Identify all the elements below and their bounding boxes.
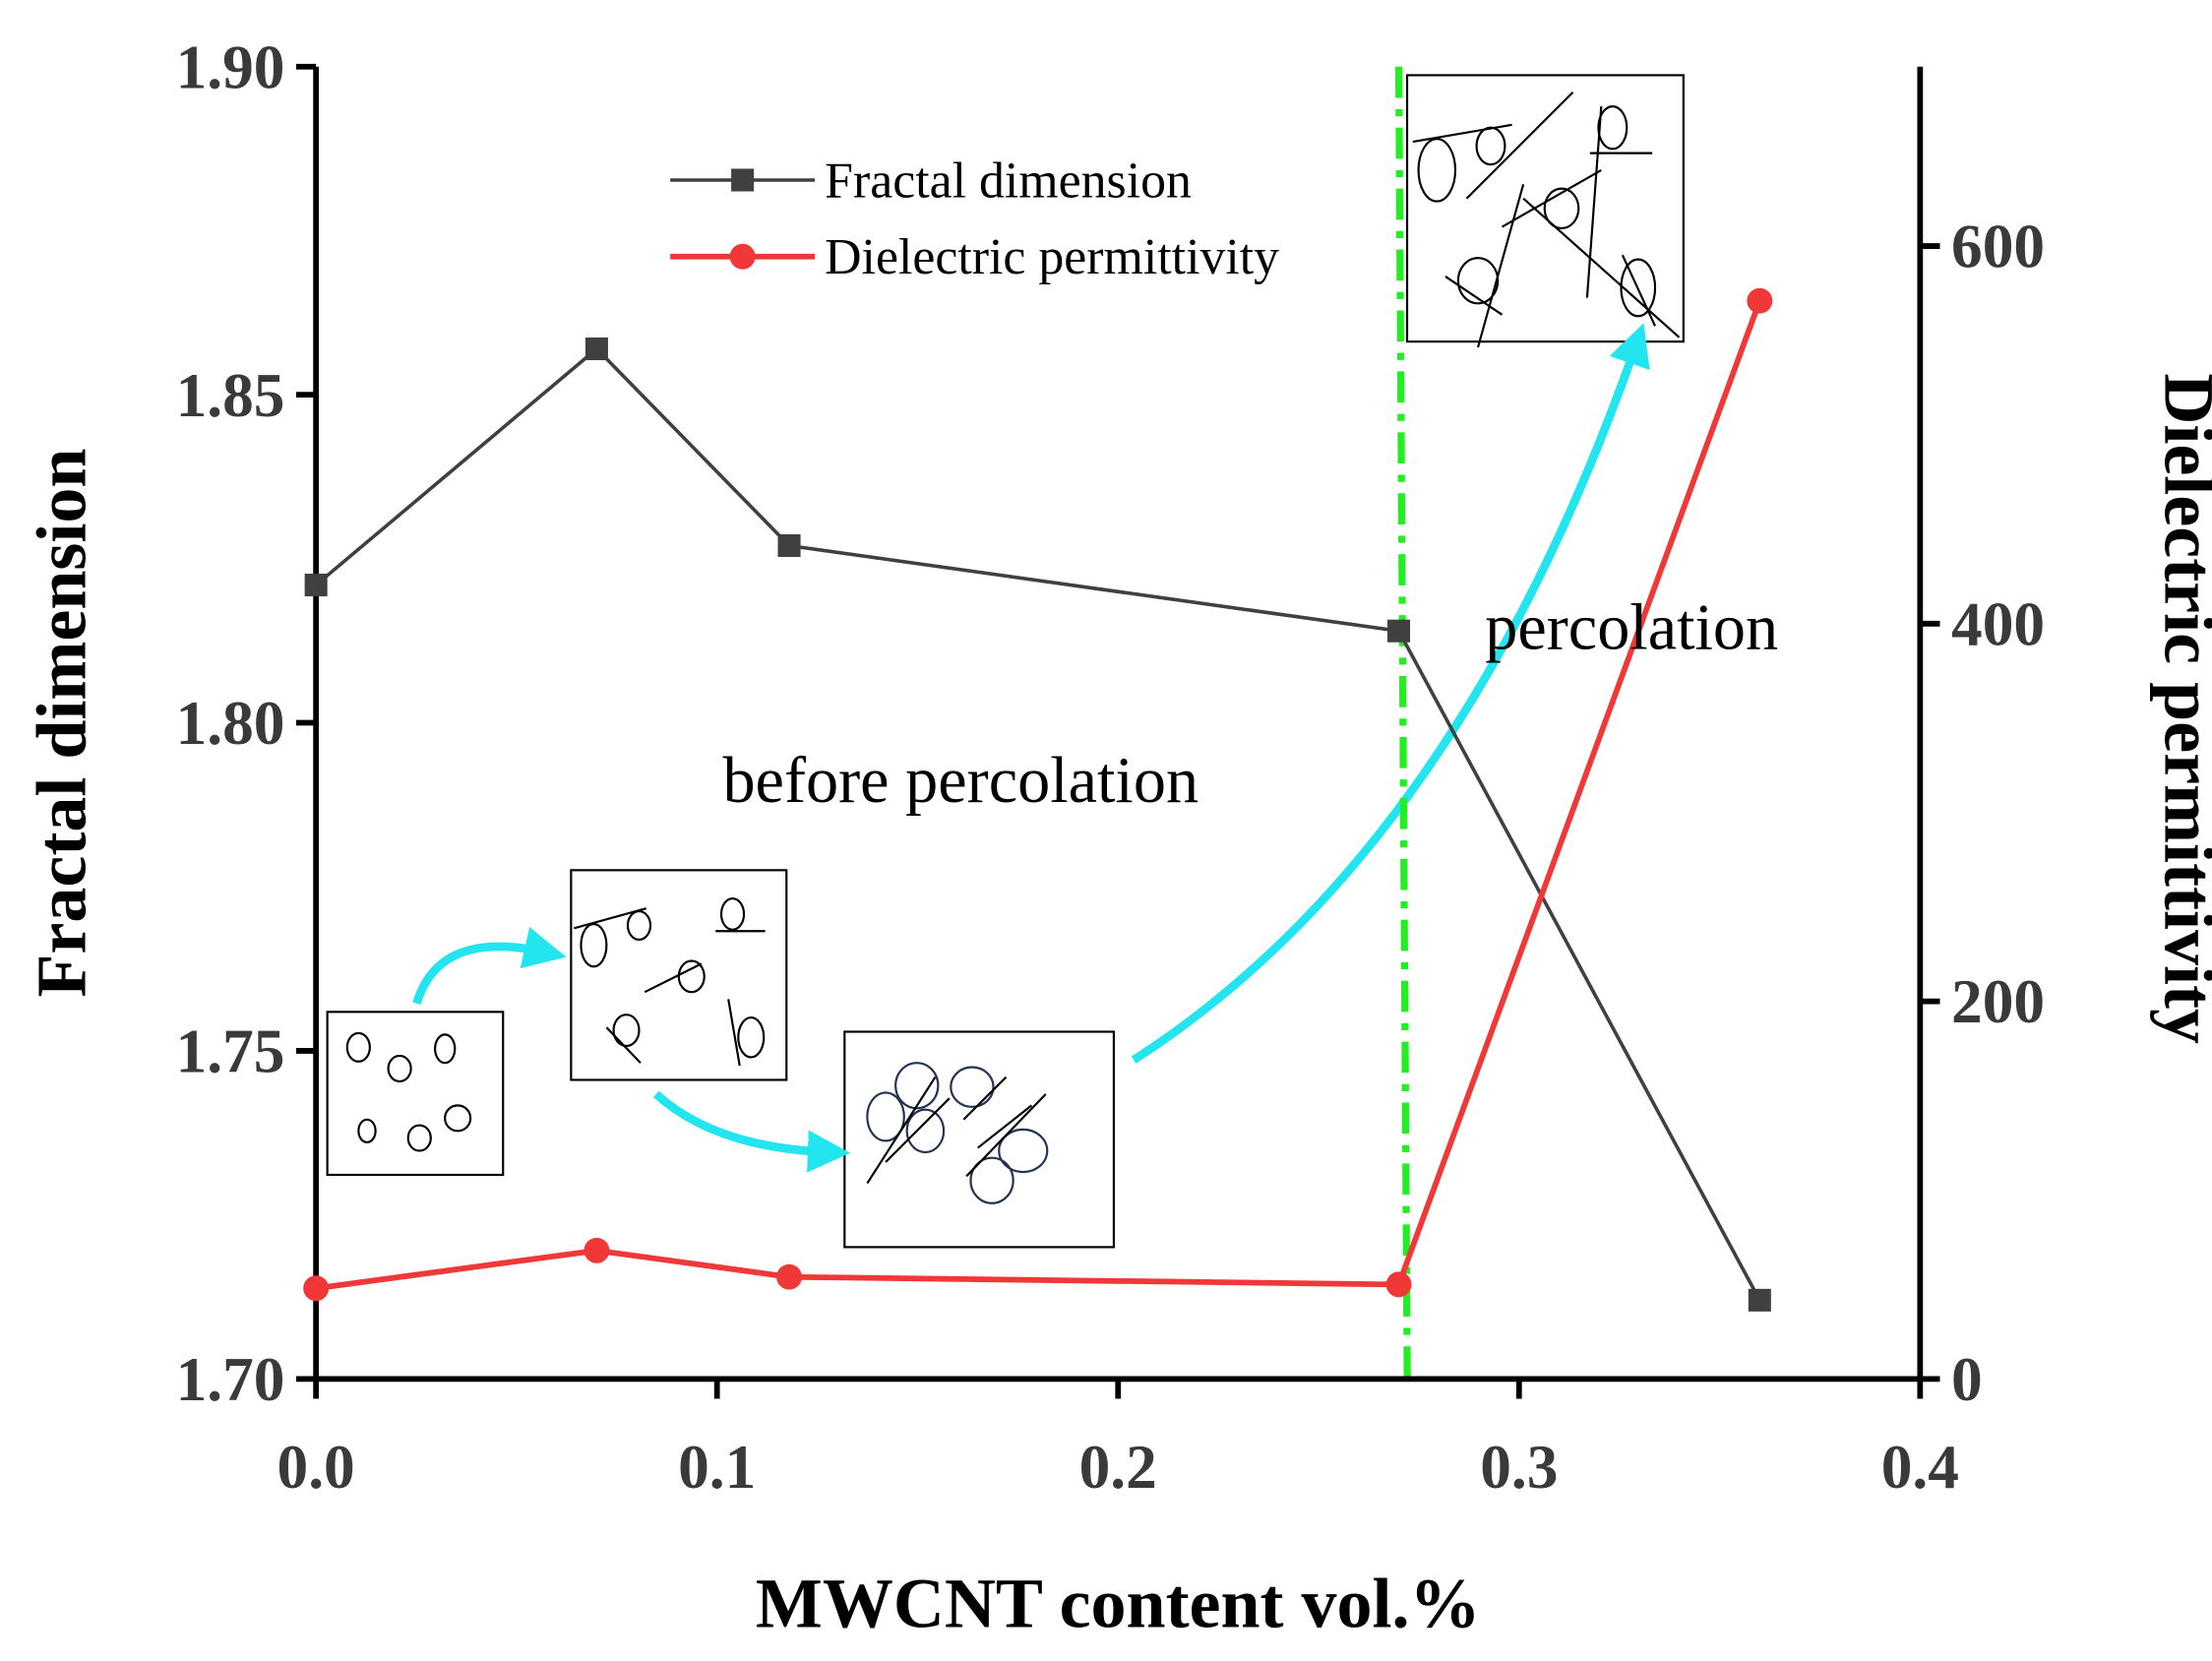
point [584,1237,610,1263]
point [303,1275,330,1302]
y-axis-label: Fractal dimension [22,449,100,998]
point [776,1263,803,1290]
legend-marker [729,243,756,270]
x-axis-label: MWCNT content vol.% [756,1564,1481,1642]
x-tick-label: 0.0 [277,1433,355,1502]
point [1385,1271,1412,1298]
annotation: percolation [1485,592,1778,664]
point [1387,619,1411,643]
arrows [412,323,1650,1173]
y2-tick-label: 200 [1951,967,2045,1036]
x-tick-label: 0.2 [1079,1433,1157,1502]
y2-tick-label: 600 [1951,213,2045,281]
y-tick-label: 1.70 [176,1345,285,1414]
y2-axis-label: Dielectric permittivity [2149,373,2212,1044]
annotation: before percolation [722,745,1198,817]
percolation-line [1394,66,1411,1380]
legend-marker [731,168,755,192]
legend-label: Dielectric permittivity [825,229,1279,285]
inset-sketches [326,74,1685,1249]
y-tick-label: 1.80 [176,689,285,758]
x-tick-label: 0.3 [1480,1433,1558,1502]
point [584,337,608,361]
y-tick-label: 1.90 [176,32,285,101]
point [1748,1288,1771,1312]
legend-label: Fractal dimension [825,153,1192,209]
point [1747,287,1773,314]
point [304,574,328,597]
y2-tick-label: 0 [1951,1345,1983,1414]
y2-tick-label: 400 [1951,589,2045,658]
y-tick-label: 1.75 [176,1017,285,1086]
x-tick-label: 0.1 [678,1433,756,1502]
x-tick-label: 0.4 [1881,1433,1959,1502]
y-tick-label: 1.85 [176,361,285,430]
point [777,534,801,558]
